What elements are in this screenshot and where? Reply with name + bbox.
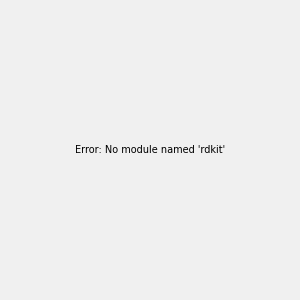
Text: Error: No module named 'rdkit': Error: No module named 'rdkit' [75, 145, 225, 155]
